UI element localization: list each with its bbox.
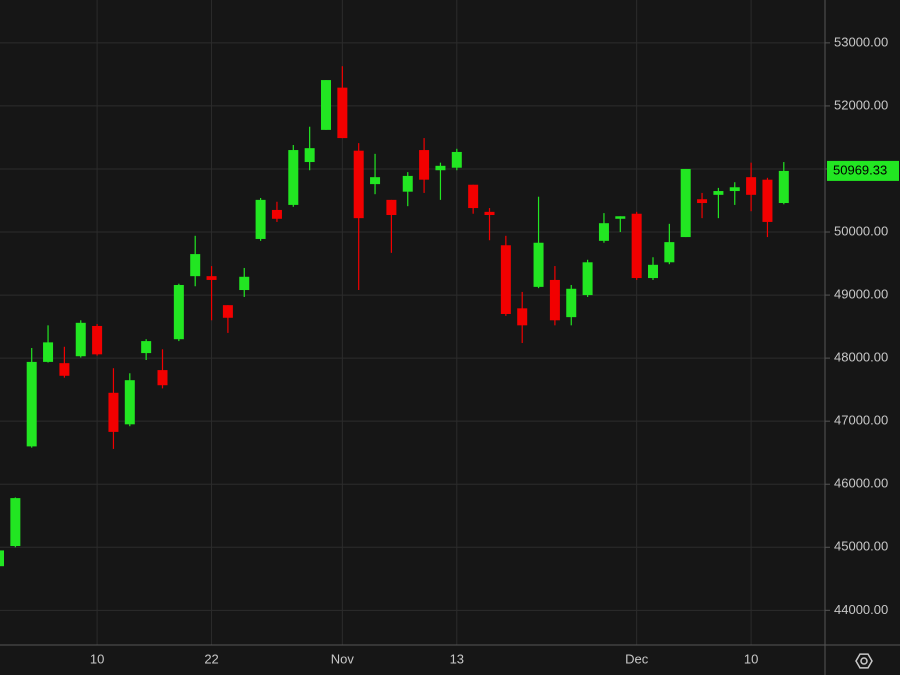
candle-body [582,262,593,296]
candle-body [500,245,511,314]
candle-body [451,151,462,168]
settings-icon[interactable] [855,653,873,669]
candle-body [190,254,201,277]
candle-body [598,223,609,241]
candle-body [173,284,184,340]
candle-body [141,341,152,354]
candle-body [59,363,70,376]
candle-body [549,279,560,321]
candle-body [566,288,577,318]
candle-body [697,199,708,204]
x-tick-label: Dec [625,651,649,666]
candle-body [648,264,658,279]
candle-body [762,179,773,222]
candle-body [271,209,282,219]
x-tick-label: 10 [744,651,758,666]
candle-body [239,276,250,291]
candle-body [729,187,740,192]
candle-body [631,213,642,279]
candle-body [124,380,135,425]
x-tick-label: 10 [90,651,104,666]
candle-body [533,242,544,287]
x-tick-label: Nov [331,651,355,666]
candle-body [680,168,691,238]
candle-body [26,361,37,447]
candle-body [353,150,364,219]
candle-body [517,308,528,326]
candle-body [304,148,315,163]
y-tick-label: 47000.00 [834,413,888,428]
candle-body [92,325,103,355]
last-price-label: 50969.33 [833,162,887,177]
candle-body [108,392,119,432]
candle-body [419,150,430,180]
candle-body [255,199,266,239]
candle-body [222,305,233,318]
candle-body [484,211,495,215]
candle-body [0,550,4,567]
candle-body [288,150,299,205]
candle-body [337,87,348,139]
candle-body [664,242,675,263]
candle-body [75,322,86,357]
candle-body [468,184,479,209]
axis-labels: 44000.00 45000.00 46000.00 47000.00 48000.00… [90,34,899,666]
candle-body [615,216,626,219]
candle-body [386,199,397,215]
y-tick-label: 52000.00 [834,97,888,112]
candle-body [713,191,724,195]
candle-body [10,498,21,547]
y-tick-label: 50000.00 [834,223,888,238]
candle-body [402,175,413,192]
candle-body [746,177,757,195]
candle-body [435,165,446,171]
y-tick-label: 48000.00 [834,350,888,365]
candle-body [370,177,381,185]
settings-hex [855,653,873,669]
last-price-box [827,160,899,181]
y-tick-label: 46000.00 [834,476,888,491]
settings-dot [860,657,868,665]
x-tick-label: 13 [450,651,464,666]
y-tick-label: 45000.00 [834,539,888,554]
y-tick-label: 49000.00 [834,287,888,302]
candle-body [778,170,789,204]
x-tick-label: 22 [204,651,218,666]
candle-body [157,370,168,386]
y-tick-label: 44000.00 [834,602,888,617]
candles [0,66,789,567]
y-tick-label: 53000.00 [834,34,888,49]
candle-body [321,80,331,130]
grid [0,0,825,645]
candle-body [206,276,217,280]
candle-body [43,342,54,362]
